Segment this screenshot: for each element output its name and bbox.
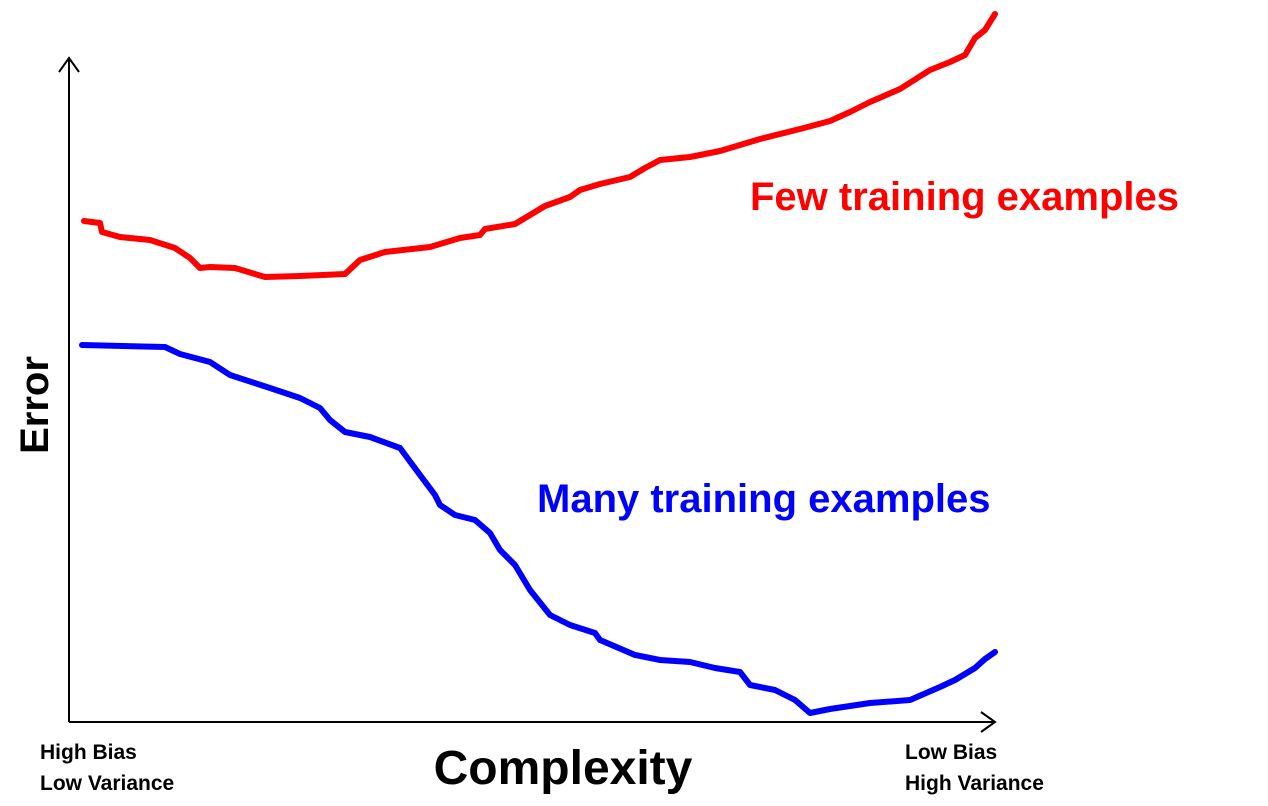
curve-label: Many training examples [537,477,990,521]
many-examples-curve [79,342,998,716]
x-axis-label: Complexity [434,742,693,795]
few-examples-curve [81,11,998,280]
y-axis-arrow [58,56,80,73]
y-axis-label: Error [13,356,57,454]
x-end-label: Low Variance [40,772,174,795]
x-axis-arrow [980,711,997,733]
x-end-label: High Bias [40,741,137,764]
curve-label: Few training examples [750,175,1179,219]
x-end-label: High Variance [905,772,1044,795]
x-end-label: Low Bias [905,741,997,764]
